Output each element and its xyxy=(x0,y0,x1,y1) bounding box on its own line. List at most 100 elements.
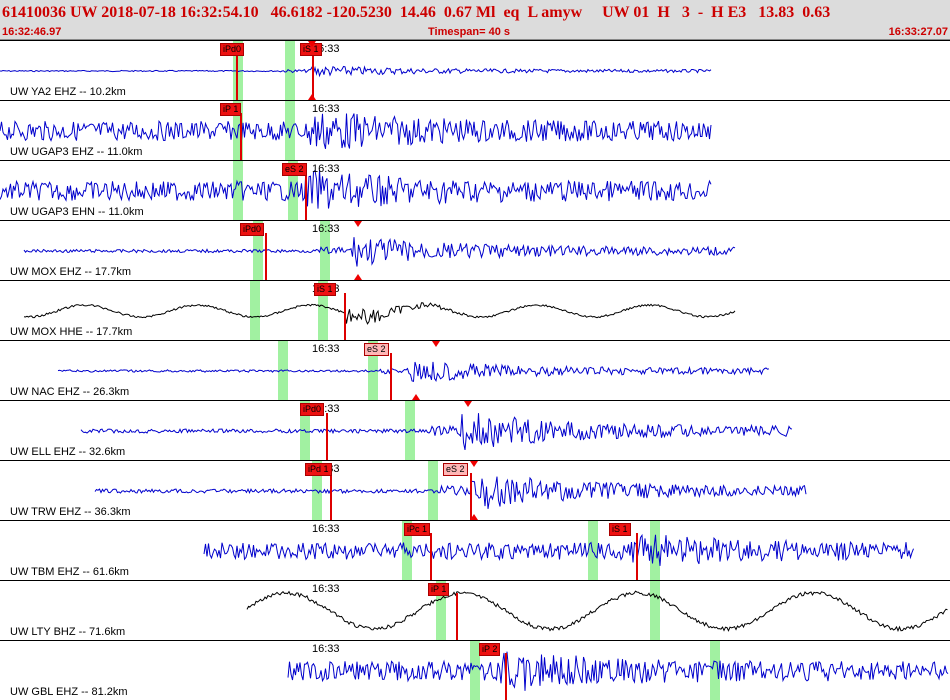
pick-line xyxy=(430,533,432,580)
phase-pick-flag[interactable]: iP 1 xyxy=(220,103,242,116)
arrival-marker-down xyxy=(470,461,478,467)
trace-panel[interactable]: 16:33 iP 2 UW GBL EHZ -- 81.2km xyxy=(0,640,950,700)
trace-panel[interactable]: 16:33 iPd0 UW ELL EHZ -- 32.6km xyxy=(0,400,950,460)
event-title: 61410036 UW 2018-07-18 16:32:54.10 46.61… xyxy=(2,4,831,21)
waveform-trace xyxy=(23,302,736,325)
time-tick-label: 16:33 xyxy=(312,583,340,595)
waveform-trace xyxy=(287,651,949,691)
station-label: UW NAC EHZ -- 26.3km xyxy=(10,386,130,398)
trace-panel[interactable]: 16:33 iPd0 UW MOX EHZ -- 17.7km xyxy=(0,220,950,280)
phase-window-marker xyxy=(710,641,720,700)
station-label: UW TRW EHZ -- 36.3km xyxy=(10,506,131,518)
pick-line xyxy=(330,473,332,520)
timespan-label: Timespan= 40 s xyxy=(428,26,511,38)
waveform-svg xyxy=(0,65,712,78)
pick-line xyxy=(636,533,638,580)
time-tick-label: 16:33 xyxy=(312,523,340,535)
phase-pick-flag[interactable]: iPd 1 xyxy=(305,463,332,476)
phase-pick-flag[interactable]: iPd0 xyxy=(240,223,265,236)
station-label: UW GBL EHZ -- 81.2km xyxy=(10,686,128,698)
arrival-marker-up xyxy=(354,274,362,280)
waveform-trace xyxy=(246,590,948,633)
trace-panel[interactable]: 16:33 iP 1 UW LTY BHZ -- 71.6km xyxy=(0,580,950,640)
header-bar: 61410036 UW 2018-07-18 16:32:54.10 46.61… xyxy=(0,0,950,40)
pick-line xyxy=(305,173,307,220)
phase-pick-flag[interactable]: iS 1 xyxy=(609,523,631,536)
phase-pick-flag[interactable]: iPd0 xyxy=(300,403,325,416)
waveform-svg xyxy=(80,413,793,450)
pick-line xyxy=(344,293,346,340)
waveform-svg xyxy=(23,302,736,325)
phase-window-marker xyxy=(650,581,660,640)
pick-line xyxy=(505,653,507,700)
phase-window-marker xyxy=(650,521,660,580)
pick-line xyxy=(240,113,242,160)
waveform-trace xyxy=(23,237,736,267)
arrival-marker-down xyxy=(464,401,472,407)
phase-pick-flag[interactable]: iS 1 xyxy=(314,283,336,296)
time-tick-label: 16:33 xyxy=(312,103,340,115)
pick-line xyxy=(456,593,458,640)
trace-panel[interactable]: 16:33 eS 2 UW NAC EHZ -- 26.3km xyxy=(0,340,950,400)
waveform-trace xyxy=(94,476,807,509)
waveform-trace xyxy=(0,113,712,150)
phase-pick-flag[interactable]: iPd0 xyxy=(220,43,245,56)
arrival-marker-up xyxy=(308,94,316,100)
waveform-svg xyxy=(0,113,712,150)
phase-window-marker xyxy=(278,341,288,400)
waveform-svg xyxy=(0,167,712,209)
station-label: UW MOX EHZ -- 17.7km xyxy=(10,266,132,278)
phase-pick-flag[interactable]: eS 2 xyxy=(443,463,468,476)
pick-line xyxy=(312,53,314,100)
time-tick-label: 16:33 xyxy=(312,343,340,355)
station-label: UW YA2 EHZ -- 10.2km xyxy=(10,86,126,98)
phase-pick-flag[interactable]: eS 2 xyxy=(282,163,307,176)
waveform-trace xyxy=(203,533,914,566)
trace-panel[interactable]: 16:33 iPd0 iS 1 UW YA2 EHZ -- 10.2km xyxy=(0,40,950,100)
trace-panel[interactable]: 16:33iS 1UW MOX HHE -- 17.7km xyxy=(0,280,950,340)
waveform-trace xyxy=(0,167,712,209)
station-label: UW LTY BHZ -- 71.6km xyxy=(10,626,126,638)
arrival-marker-up xyxy=(470,514,478,520)
time-tick-label: 16:33 xyxy=(312,163,340,175)
phase-pick-flag[interactable]: iP 2 xyxy=(479,643,501,656)
waveform-trace xyxy=(57,361,770,382)
phase-window-marker xyxy=(320,221,330,280)
phase-window-marker xyxy=(436,581,446,640)
phase-window-marker xyxy=(368,341,378,400)
arrival-marker-up xyxy=(412,394,420,400)
trace-panel[interactable]: 16:33 iPc 1 iS 1 UW TBM EHZ -- 61.6km xyxy=(0,520,950,580)
station-label: UW TBM EHZ -- 61.6km xyxy=(10,566,129,578)
phase-pick-flag[interactable]: iPc 1 xyxy=(404,523,431,536)
phase-window-marker xyxy=(470,641,480,700)
pick-line xyxy=(265,233,267,280)
trace-panel[interactable]: 16:33 eS 2 UW UGAP3 EHN -- 11.0km xyxy=(0,160,950,220)
pick-line xyxy=(236,53,238,100)
waveform-svg xyxy=(23,237,736,267)
waveform-trace xyxy=(0,65,712,78)
pick-line xyxy=(390,353,392,400)
phase-window-marker xyxy=(288,161,298,220)
pick-line xyxy=(326,413,328,460)
station-label: UW UGAP3 EHZ -- 11.0km xyxy=(10,146,143,158)
arrival-marker-down xyxy=(354,221,362,227)
trace-panel[interactable]: 16:33 iP 1 UW UGAP3 EHZ -- 11.0km xyxy=(0,100,950,160)
phase-pick-flag[interactable]: eS 2 xyxy=(364,343,389,356)
end-time: 16:33:27.07 xyxy=(888,26,948,38)
arrival-marker-down xyxy=(432,341,440,347)
station-label: UW MOX HHE -- 17.7km xyxy=(10,326,133,338)
phase-window-marker xyxy=(588,521,598,580)
time-tick-label: 16:33 xyxy=(312,223,340,235)
phase-window-marker xyxy=(285,101,295,160)
waveform-svg xyxy=(203,533,914,566)
waveform-svg xyxy=(287,651,949,691)
phase-pick-flag[interactable]: iP 1 xyxy=(428,583,450,596)
phase-window-marker xyxy=(233,161,243,220)
waveform-svg xyxy=(246,590,948,633)
arrival-marker-down xyxy=(308,41,316,47)
phase-window-marker xyxy=(250,281,260,340)
waveform-svg xyxy=(57,361,770,382)
waveform-svg xyxy=(94,476,807,509)
station-label: UW UGAP3 EHN -- 11.0km xyxy=(10,206,144,218)
